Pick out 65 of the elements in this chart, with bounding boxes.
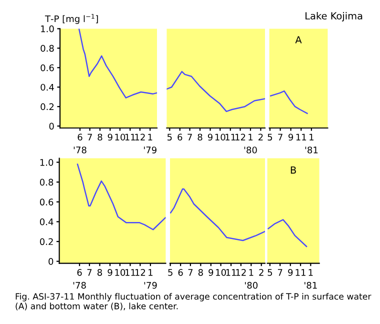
x-tick-label: 12 bbox=[236, 134, 246, 140]
x-tick-label: 7 bbox=[188, 134, 192, 140]
y-tick-label: 0.6 bbox=[40, 198, 54, 206]
x-tick-label: 9 bbox=[288, 134, 294, 141]
y-tick-label: 0.6 bbox=[40, 64, 54, 72]
chart-title: Lake Kojima bbox=[306, 12, 362, 22]
x-tick-label: 9 bbox=[208, 269, 214, 276]
x-tick-label: 12 bbox=[236, 269, 246, 276]
x-tick-label: 10 bbox=[216, 269, 226, 276]
x-tick-label: 2 bbox=[258, 134, 263, 140]
y-tick-label: 0.8 bbox=[40, 178, 54, 186]
line-series bbox=[76, 164, 166, 230]
x-tick-label: 7 bbox=[88, 134, 92, 140]
y-tick-label: 0.4 bbox=[40, 218, 54, 226]
x-tick-label: 6 bbox=[178, 134, 182, 141]
x-tick-label: 11 bbox=[226, 269, 236, 276]
x-tick-label: 12 bbox=[135, 134, 145, 140]
x-tick-label: 7 bbox=[278, 269, 282, 276]
x-tick-label: 11 bbox=[226, 134, 236, 140]
line-series bbox=[78, 28, 157, 98]
x-tick-label: 7 bbox=[87, 269, 92, 276]
y-tick-label: 0.2 bbox=[40, 238, 53, 246]
x-tick-label: 6 bbox=[178, 269, 183, 276]
x-tick-label: 8 bbox=[198, 134, 202, 141]
x-tick-label: 1 '80 bbox=[245, 269, 258, 289]
y-tick-label: 0.2 bbox=[40, 103, 54, 110]
x-tick-label: 1 '80 bbox=[244, 134, 257, 154]
x-tick-label: 11 bbox=[296, 269, 306, 276]
x-tick-label: 9 bbox=[208, 134, 212, 141]
x-tick-label: 7 bbox=[188, 269, 193, 276]
x-tick-label: 7 bbox=[278, 134, 282, 140]
x-tick-label: 10 bbox=[215, 134, 226, 141]
x-tick-label: 10 bbox=[115, 134, 126, 141]
x-tick-label: 10 bbox=[115, 269, 126, 276]
x-tick-label: 6 '78 bbox=[74, 134, 86, 154]
x-tick-label: 5 bbox=[268, 134, 272, 141]
y-axis-title: T-P [mg l$^{−1}$] bbox=[44, 14, 98, 24]
y-tick-label: 1.0 bbox=[41, 25, 54, 32]
x-tick-label: 5 bbox=[167, 134, 172, 141]
y-tick-label: 0 bbox=[49, 122, 54, 130]
text: Fig. ASI-37-11 Monthly fluctuation of average concentration of T-P in surface water (A) and bottom water (B), lake center. bbox=[16, 293, 372, 310]
x-tick-label: 2 bbox=[259, 269, 264, 276]
x-tick-label: 1 '79 bbox=[144, 269, 157, 289]
x-tick-label: 9 bbox=[108, 269, 112, 276]
x-tick-label: 9 bbox=[288, 269, 293, 276]
x-tick-label: 5 bbox=[268, 269, 272, 276]
y-tick-label: 1.0 bbox=[40, 158, 54, 166]
y-tick-label: 0.4 bbox=[40, 84, 54, 91]
x-tick-label: 6 '78 bbox=[73, 269, 86, 289]
x-tick-label: 8 bbox=[97, 269, 102, 276]
annotation: A bbox=[295, 36, 302, 44]
x-tick-label: 12 bbox=[135, 269, 146, 276]
x-tick-label: 1 '81 bbox=[305, 134, 318, 154]
y-tick-label: 0 bbox=[48, 258, 54, 265]
x-tick-label: 1 '81 bbox=[304, 269, 317, 289]
x-tick-label: 9 bbox=[108, 134, 112, 141]
x-tick-label: 11 bbox=[296, 134, 306, 140]
x-tick-label: 11 bbox=[125, 134, 136, 140]
x-tick-label: 11 bbox=[125, 269, 136, 276]
x-tick-label: 8 bbox=[198, 269, 203, 276]
x-tick-label: 8 bbox=[98, 134, 102, 141]
y-tick-label: 0.8 bbox=[40, 44, 54, 52]
annotation: B bbox=[290, 166, 296, 174]
x-tick-label: 1 '79 bbox=[144, 134, 156, 154]
x-tick-label: 5 bbox=[168, 269, 172, 276]
